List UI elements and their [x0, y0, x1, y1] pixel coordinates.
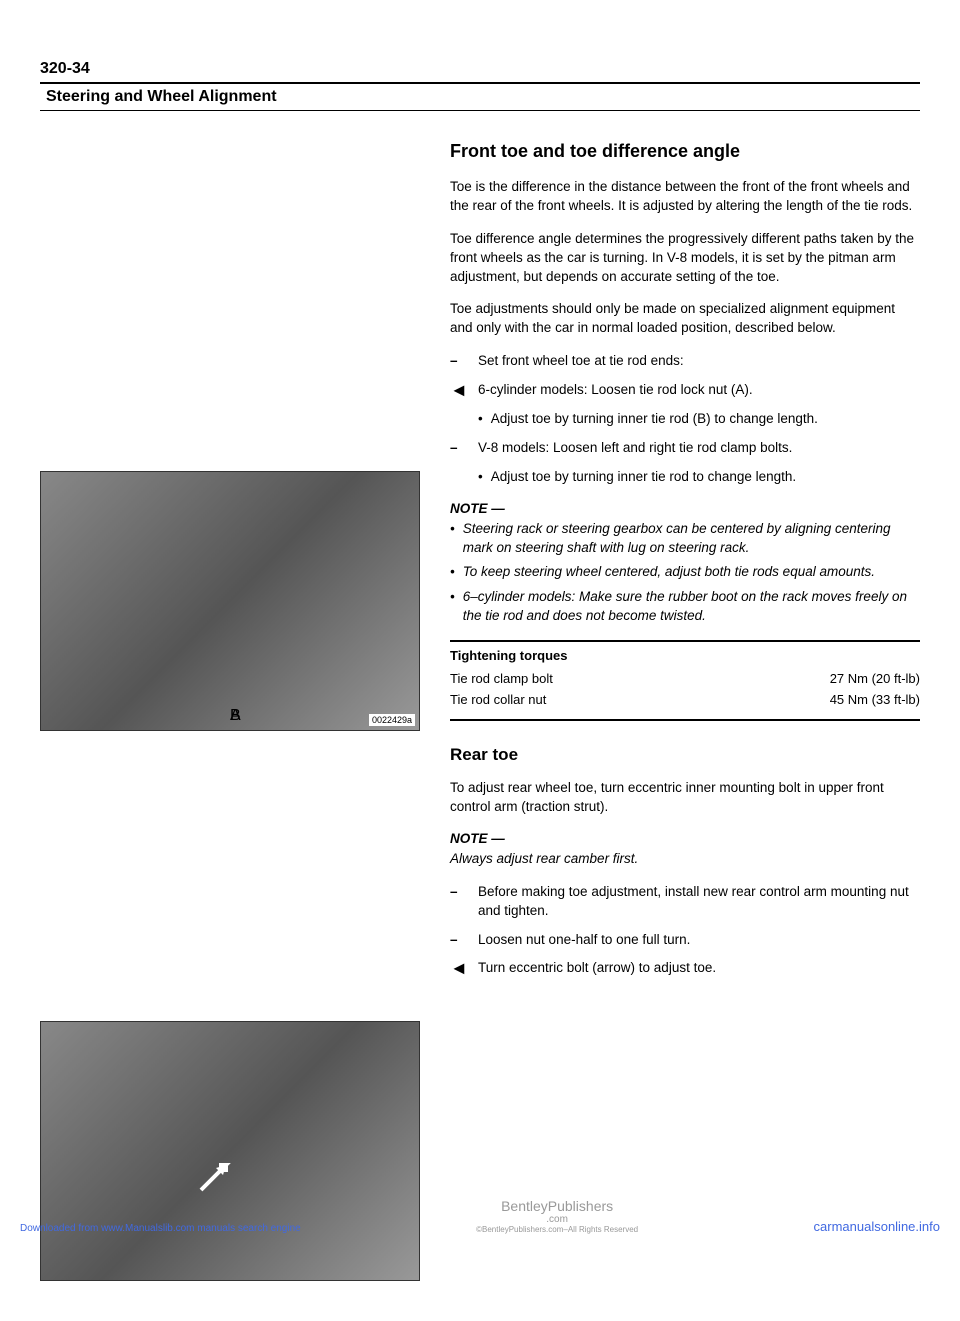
paragraph: To adjust rear wheel toe, turn eccentric…	[450, 779, 920, 817]
torque-value: 45 Nm (33 ft-lb)	[830, 692, 920, 707]
note-item: • Steering rack or steering gearbox can …	[450, 520, 920, 558]
torque-table: Tightening torques Tie rod clamp bolt 27…	[450, 640, 920, 721]
tie-rod-image: 0022429a	[40, 471, 420, 731]
dash-marker: –	[450, 352, 468, 371]
note-block: NOTE — Always adjust rear camber first.	[450, 831, 920, 869]
step-item: ◄ Turn eccentric bolt (arrow) to adjust …	[450, 959, 920, 978]
torque-row: Tie rod collar nut 45 Nm (33 ft-lb)	[450, 692, 920, 707]
footer-right-link[interactable]: carmanualsonline.info	[814, 1219, 940, 1234]
left-column: 0022429a	[40, 141, 420, 1281]
footer-publisher: BentleyPublishers	[476, 1198, 638, 1214]
note-text: Steering rack or steering gearbox can be…	[463, 520, 920, 558]
step-text: Before making toe adjustment, install ne…	[478, 883, 920, 921]
step-text: V-8 models: Loosen left and right tie ro…	[478, 439, 920, 458]
step-text: Turn eccentric bolt (arrow) to adjust to…	[478, 959, 920, 978]
torque-title: Tightening torques	[450, 648, 920, 663]
step-text: Loosen nut one-half to one full turn.	[478, 931, 920, 950]
bullet-icon: •	[450, 563, 455, 582]
step-item: – Loosen nut one-half to one full turn.	[450, 931, 920, 950]
step-item: – Before making toe adjustment, install …	[450, 883, 920, 921]
footer-center: BentleyPublishers .com ©BentleyPublisher…	[476, 1198, 638, 1234]
torque-value: 27 Nm (20 ft-lb)	[830, 671, 920, 686]
page-number: 320-34	[40, 60, 920, 78]
note-item: • To keep steering wheel centered, adjus…	[450, 563, 920, 582]
note-text: 6–cylinder models: Make sure the rubber …	[463, 588, 920, 626]
bullet-item: • Adjust toe by turning inner tie rod to…	[478, 468, 920, 487]
step-item: ◄ 6-cylinder models: Loosen tie rod lock…	[450, 381, 920, 400]
pointer-icon: ◄	[450, 959, 468, 978]
step-item: – V-8 models: Loosen left and right tie …	[450, 439, 920, 458]
note-block: NOTE — • Steering rack or steering gearb…	[450, 501, 920, 626]
eccentric-bolt-image	[40, 1021, 420, 1281]
footer-domain: .com	[476, 1214, 638, 1225]
note-title: NOTE —	[450, 831, 920, 846]
footer-left-link[interactable]: Downloaded from www.Manualslib.com manua…	[20, 1223, 301, 1234]
note-title: NOTE —	[450, 501, 920, 516]
image-code: 0022429a	[369, 714, 415, 726]
footer-copyright: ©BentleyPublishers.com–All Rights Reserv…	[476, 1225, 638, 1234]
heading-front-toe: Front toe and toe difference angle	[450, 141, 920, 162]
torque-label: Tie rod clamp bolt	[450, 671, 553, 686]
page-footer: Downloaded from www.Manualslib.com manua…	[0, 1198, 960, 1234]
note-text: To keep steering wheel centered, adjust …	[463, 563, 875, 582]
note-item: • 6–cylinder models: Make sure the rubbe…	[450, 588, 920, 626]
torque-label: Tie rod collar nut	[450, 692, 546, 707]
bullet-text: Adjust toe by turning inner tie rod (B) …	[491, 410, 818, 429]
pointer-icon: ◄	[450, 381, 468, 400]
step-item: – Set front wheel toe at tie rod ends:	[450, 352, 920, 371]
bullet-icon: •	[478, 468, 483, 487]
bullet-text: Adjust toe by turning inner tie rod to c…	[491, 468, 796, 487]
section-header: Steering and Wheel Alignment	[40, 82, 920, 111]
bullet-item: • Adjust toe by turning inner tie rod (B…	[478, 410, 920, 429]
dash-marker: –	[450, 931, 468, 950]
heading-rear-toe: Rear toe	[450, 745, 920, 765]
dash-marker: –	[450, 883, 468, 921]
note-item: Always adjust rear camber first.	[450, 850, 920, 869]
bullet-icon: •	[450, 588, 455, 626]
paragraph: Toe is the difference in the distance be…	[450, 178, 920, 216]
torque-row: Tie rod clamp bolt 27 Nm (20 ft-lb)	[450, 671, 920, 686]
note-text: Always adjust rear camber first.	[450, 850, 638, 869]
dash-marker: –	[450, 439, 468, 458]
arrow-icon	[191, 1150, 241, 1200]
bullet-icon: •	[478, 410, 483, 429]
bullet-icon: •	[450, 520, 455, 558]
step-text: Set front wheel toe at tie rod ends:	[478, 352, 920, 371]
right-column: Front toe and toe difference angle Toe i…	[450, 141, 920, 1281]
paragraph: Toe difference angle determines the prog…	[450, 230, 920, 287]
step-text: 6-cylinder models: Loosen tie rod lock n…	[478, 381, 920, 400]
paragraph: Toe adjustments should only be made on s…	[450, 300, 920, 338]
